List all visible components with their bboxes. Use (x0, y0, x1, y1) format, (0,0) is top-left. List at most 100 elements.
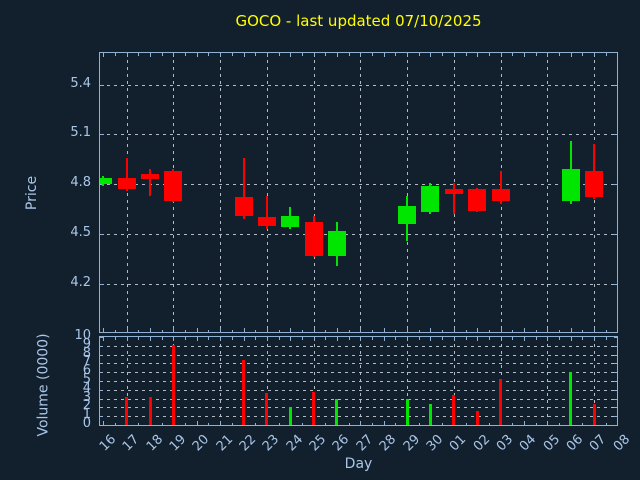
axis-minor-tick (605, 337, 607, 340)
candle-body (164, 170, 183, 201)
axis-tick (614, 381, 617, 382)
volume-gridline (100, 381, 617, 382)
x-tick-label: 05 (540, 432, 563, 455)
candle-body (141, 174, 160, 180)
axis-tick (383, 421, 385, 425)
axis-tick (100, 134, 104, 136)
volume-gridline-v (266, 337, 268, 425)
axis-minor-tick (255, 53, 257, 56)
axis-tick (477, 53, 479, 57)
volume-tick-label: 7 (82, 354, 91, 370)
axis-tick (614, 425, 617, 426)
axis-tick (100, 337, 103, 338)
axis-minor-tick (348, 337, 350, 340)
axis-minor-tick (138, 422, 140, 425)
axis-tick (523, 421, 525, 425)
axis-minor-tick (395, 53, 397, 56)
candle-body (234, 197, 253, 216)
axis-tick (290, 328, 292, 332)
candle-wick (499, 170, 502, 205)
axis-minor-tick (114, 329, 116, 332)
candle-body (561, 169, 580, 201)
candle-body (304, 222, 323, 256)
axis-minor-tick (465, 53, 467, 56)
x-tick-label: 16 (96, 432, 119, 455)
axis-minor-tick (138, 53, 140, 56)
candle-body (117, 177, 136, 190)
candle-wick (149, 169, 152, 196)
axis-tick (336, 328, 338, 332)
axis-tick (360, 328, 362, 332)
axis-minor-tick (325, 329, 327, 332)
axis-tick (383, 337, 385, 341)
axis-minor-tick (488, 422, 490, 425)
axis-minor-tick (348, 53, 350, 56)
axis-minor-tick (488, 53, 490, 56)
axis-minor-tick (231, 329, 233, 332)
axis-minor-tick (582, 422, 584, 425)
axis-tick (290, 53, 292, 57)
x-tick-label: 18 (143, 432, 166, 455)
axis-tick (570, 337, 572, 341)
axis-tick (196, 328, 198, 332)
volume-bar (499, 379, 503, 425)
volume-bar (288, 406, 292, 425)
axis-minor-tick (582, 53, 584, 56)
axis-minor-tick (138, 329, 140, 332)
axis-minor-tick (512, 329, 514, 332)
axis-tick (547, 53, 549, 57)
axis-minor-tick (231, 422, 233, 425)
axis-minor-tick (278, 53, 280, 56)
volume-gridline-v (220, 337, 222, 425)
axis-minor-tick (512, 337, 514, 340)
axis-tick (220, 53, 222, 57)
axis-tick (477, 328, 479, 332)
axis-minor-tick (395, 422, 397, 425)
axis-minor-tick (301, 53, 303, 56)
axis-minor-tick (301, 337, 303, 340)
axis-minor-tick (255, 329, 257, 332)
axis-tick (614, 363, 617, 365)
axis-minor-tick (278, 337, 280, 340)
volume-bar (592, 403, 596, 425)
axis-tick (430, 328, 432, 332)
axis-tick (547, 337, 549, 341)
price-gridline (100, 184, 617, 186)
price-tick-label: 4.5 (70, 225, 91, 241)
price-gridline (100, 283, 617, 285)
axis-tick (614, 398, 617, 400)
axis-tick (523, 53, 525, 57)
candle-wick (265, 195, 268, 230)
axis-tick (266, 328, 268, 332)
axis-minor-tick (301, 422, 303, 425)
axis-tick (100, 372, 103, 374)
axis-minor-tick (418, 422, 420, 425)
x-tick-label: 24 (283, 432, 306, 455)
axis-minor-tick (418, 53, 420, 56)
axis-minor-tick (161, 337, 163, 340)
volume-tick-label: 8 (82, 345, 91, 361)
axis-tick (313, 53, 315, 57)
axis-tick (360, 337, 362, 341)
axis-tick (547, 328, 549, 332)
axis-tick (243, 328, 245, 332)
axis-tick (100, 381, 103, 382)
axis-minor-tick (372, 329, 374, 332)
axis-minor-tick (605, 422, 607, 425)
price-gridline-v (266, 53, 268, 332)
volume-gridline-v (360, 337, 362, 425)
axis-minor-tick (535, 422, 537, 425)
axis-minor-tick (582, 329, 584, 332)
axis-minor-tick (255, 337, 257, 340)
axis-tick (613, 84, 617, 86)
axis-minor-tick (395, 337, 397, 340)
axis-tick (430, 53, 432, 57)
axis-tick (594, 53, 596, 57)
axis-tick (613, 184, 617, 186)
day-axis-label: Day (344, 456, 373, 472)
volume-gridline (100, 398, 617, 400)
price-tick-label: 4.8 (70, 175, 91, 191)
axis-tick (220, 337, 222, 341)
axis-tick (100, 234, 104, 236)
